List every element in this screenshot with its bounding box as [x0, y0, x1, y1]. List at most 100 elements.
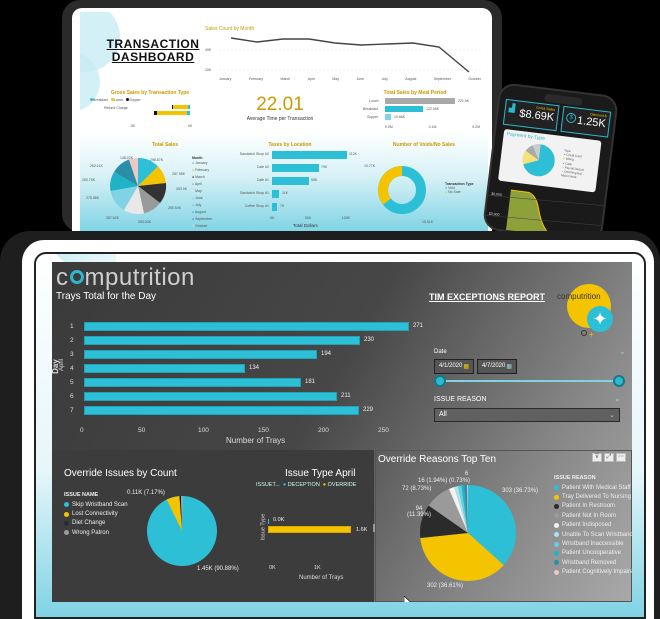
legend-item[interactable]: Unable To Scan Wristband [554, 530, 632, 539]
bar-value: 11K [282, 191, 288, 195]
legend-item[interactable]: Skip Wristband Scan [64, 500, 128, 509]
axis: 0K 50K 100K [270, 216, 350, 220]
pie-label: 6 [465, 471, 469, 477]
tick: 1K [314, 565, 321, 571]
bar-day-6[interactable] [84, 392, 337, 401]
logo-ring-icon [69, 269, 84, 284]
legend-item[interactable]: Lost Connectivity [64, 509, 128, 518]
bar [272, 177, 309, 185]
issue-type-title: Issue Type April [285, 468, 356, 479]
deception-bar[interactable] [268, 519, 269, 524]
bar-value: 7K [280, 204, 285, 208]
chart-icon: ▟ [508, 103, 516, 113]
chart-title: Number of Voids/No Sales [392, 142, 456, 148]
phone-device: ▟ Gross Sales $8.69K $ Discount $ 1.25K … [481, 82, 620, 244]
ring-icon [581, 330, 587, 336]
override-bar[interactable] [268, 526, 351, 533]
issue-reason-dropdown[interactable]: All ⌄ [434, 408, 620, 422]
gross-sales-kpi: ▟ Gross Sales $8.69K [502, 98, 560, 132]
bar-day-7[interactable] [84, 406, 359, 415]
pie-label: 262.11K [90, 164, 103, 168]
pie-label: 16 (1.94%) (0.73%) [418, 478, 471, 484]
chevron-down-icon[interactable]: ⌄ [614, 394, 621, 403]
row-label: Cafe #2 [256, 165, 269, 169]
slider-end-handle[interactable] [613, 375, 625, 387]
row-label: Lunch [369, 99, 379, 103]
pie-label: 0.11K (7.17%) [127, 490, 165, 496]
legend-item[interactable]: Diet Change [64, 519, 128, 528]
kpi-value: 22.01 [256, 94, 304, 115]
legend-item[interactable]: Patient Uncooperative [554, 549, 632, 558]
more-options-icon[interactable]: ⋯ [616, 453, 626, 462]
bar [385, 98, 455, 104]
legend-item[interactable]: Wristband Removed [554, 558, 632, 567]
bar-value: 0.0K [273, 517, 285, 523]
issue-reason-legend: ISSUE REASON Patient With Medical Staff … [554, 475, 632, 577]
pie-label: 72 (8.73%) [402, 486, 432, 492]
pie-label: 283.03K [138, 220, 152, 224]
override-reasons-pie[interactable] [417, 482, 519, 584]
legend-item[interactable]: Patient Not In Room [554, 511, 632, 520]
bar-day-4[interactable] [84, 364, 245, 373]
month-legend: Month ● January ● February ● March ● Apr… [192, 156, 213, 228]
resize-handle[interactable] [373, 524, 375, 532]
payment-legend: Type ● Credit Card ● Billing ● Cash ● Pa… [560, 148, 585, 180]
legend-item[interactable]: Wristband Inaccessible [554, 539, 632, 548]
trays-bar-chart: 1 271 2 230 3 194 4 134 5 181 6 211 7 22… [70, 322, 424, 415]
chevron-down-icon[interactable]: ⌄ [619, 347, 626, 356]
issue-reason-label: ISSUE REASON [434, 396, 487, 403]
tick: 0K [188, 124, 193, 128]
pie-label: 260.75K [82, 178, 96, 182]
chart-title: Sales Count by Month [205, 26, 255, 32]
decor-circle [80, 52, 100, 112]
report-title: TIM EXCEPTIONS REPORT [429, 292, 546, 302]
legend-item[interactable]: Patient Cognitively Impaired [554, 568, 632, 577]
bar [172, 105, 188, 109]
legend-item[interactable]: Tray Delivered To Nursing Unit [554, 492, 632, 501]
bar [385, 106, 423, 112]
override-reasons-title: Override Reasons Top Ten [378, 454, 497, 465]
donut-label: 10.77K [364, 164, 376, 168]
filter-icon[interactable]: ⊽ [592, 453, 602, 462]
bar-value: 70K [321, 165, 328, 169]
row-label: Supper [367, 115, 379, 119]
override-issues-pie[interactable] [145, 494, 219, 568]
bar-value: 1.6K [356, 527, 368, 533]
pie [110, 158, 167, 214]
bar [272, 164, 319, 172]
mouse-cursor-icon [404, 596, 411, 602]
tim-exceptions-dashboard: c mputrition Trays Total for the Day Day … [52, 262, 632, 602]
sparkle-icon: ✦ [587, 306, 613, 332]
date-slicer-label: Date [434, 349, 447, 355]
computrition-badge: computrition ✦ + [557, 280, 617, 340]
start-date-input[interactable]: 4/1/2020 ▦ [434, 359, 474, 374]
axis: 0.0M 0.1M 0.2M [385, 125, 480, 129]
month-axis: January February March April May June Ju… [219, 77, 481, 81]
voids-donut-chart: Number of Voids/No Sales 10.77K 15.51K T… [360, 142, 488, 232]
total-sales-pie: Total Sales 298.87K 287.98K 303.9K 280.5… [80, 142, 220, 232]
bar-day-5[interactable] [84, 378, 301, 387]
gross-sales-chart: Gross Sales by Transaction Type Breakfas… [90, 90, 210, 140]
focus-mode-icon[interactable]: ⤢ [604, 453, 614, 462]
bar-day-1[interactable] [84, 322, 409, 331]
y-axis-title: Issue Type [260, 513, 267, 541]
chart-title: Taxes by Location [268, 142, 312, 148]
x-axis-title: Number of Trays [299, 575, 344, 581]
bar-day-3[interactable] [84, 350, 317, 359]
legend-item[interactable]: Wrong Patron [64, 528, 128, 537]
date-range-slider[interactable] [440, 380, 620, 382]
override-reasons-panel [375, 450, 632, 602]
y-tick: 40K [205, 48, 212, 52]
legend-item[interactable]: Patient Indisposed [554, 521, 632, 530]
row-label: Sandwich Shop #1 [239, 191, 269, 195]
legend-item[interactable]: Patient With Medical Staff [554, 483, 632, 492]
slider-start-handle[interactable] [434, 375, 446, 387]
end-date-input[interactable]: 4/7/2020 ▦ [477, 359, 517, 374]
bar [272, 203, 277, 211]
badge-text: computrition [557, 292, 601, 301]
bar-day-2[interactable] [84, 336, 360, 345]
transaction-type-legend: Transaction Type ● Void ● No Sale [445, 182, 474, 194]
legend-item[interactable]: Patient In Restroom [554, 502, 632, 511]
row-label: Refund Charge [104, 106, 128, 110]
discount-kpi: $ Discount $ 1.25K [560, 105, 612, 138]
